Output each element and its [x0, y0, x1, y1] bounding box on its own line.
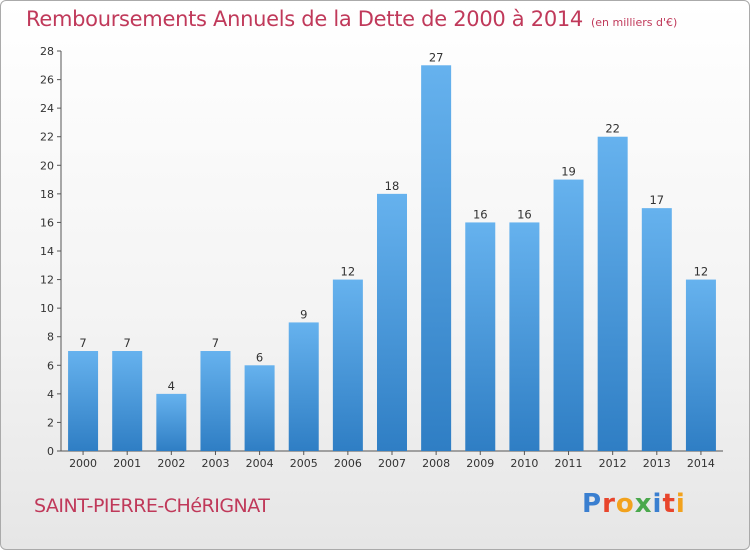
bar-2003 [200, 351, 231, 451]
data-label-2014: 12 [694, 265, 709, 279]
x-tick-label-2006: 2006 [334, 457, 362, 470]
y-tick-label: 16 [40, 216, 54, 229]
data-labels: 7 7 4 7 6 9 12 18 27 16 16 19 22 17 12 [79, 50, 708, 393]
y-tick-label: 6 [47, 359, 54, 372]
y-tick-label: 28 [40, 45, 54, 58]
bar-2004 [244, 365, 275, 451]
y-tick-label: 0 [47, 445, 54, 458]
y-tick-label: 18 [40, 188, 54, 201]
x-tick-label-2003: 2003 [201, 457, 229, 470]
logo-letter: i [652, 489, 663, 519]
data-label-2003: 7 [212, 336, 219, 350]
bar-2009 [465, 222, 496, 451]
bar-2000 [68, 351, 99, 451]
y-tick-label: 26 [40, 74, 54, 87]
x-tick-label-2012: 2012 [599, 457, 627, 470]
bar-2002 [156, 393, 187, 451]
x-tick-label-2004: 2004 [246, 457, 274, 470]
data-label-2005: 9 [300, 307, 307, 321]
y-tick-label: 14 [40, 245, 54, 258]
chart-subtitle: (en milliers d'€) [591, 16, 678, 29]
logo-letter: t [662, 489, 676, 519]
bar-2006 [332, 279, 363, 451]
bar-2013 [641, 208, 672, 451]
data-label-2009: 16 [473, 207, 488, 221]
logo-letter: i [675, 489, 686, 519]
data-label-2007: 18 [385, 179, 400, 193]
y-tick-label: 20 [40, 159, 54, 172]
logo-letter: x [634, 489, 653, 519]
x-tick-label-2002: 2002 [157, 457, 185, 470]
bar-2008 [421, 65, 452, 452]
y-tick-label: 4 [47, 388, 54, 401]
bar-2012 [597, 136, 628, 451]
x-tick-label-2001: 2001 [113, 457, 141, 470]
bar-2005 [288, 322, 319, 451]
y-tick-label: 12 [40, 274, 54, 287]
x-tick-label-2011: 2011 [555, 457, 583, 470]
logo-letter: P [582, 489, 603, 519]
y-tick-label: 24 [40, 102, 54, 115]
x-tick-label-2014: 2014 [687, 457, 715, 470]
y-tick-label: 2 [47, 416, 54, 429]
data-label-2012: 22 [605, 122, 620, 136]
y-tick-label: 8 [47, 331, 54, 344]
data-label-2002: 4 [168, 379, 175, 393]
data-label-2008: 27 [429, 50, 444, 64]
data-label-2001: 7 [124, 336, 131, 350]
bar-2007 [377, 193, 407, 451]
data-label-2013: 17 [649, 193, 664, 207]
data-label-2006: 12 [341, 265, 356, 279]
bar-2001 [112, 351, 143, 451]
data-label-2010: 16 [517, 207, 532, 221]
x-tick-label-2005: 2005 [290, 457, 318, 470]
chart-title: Remboursements Annuels de la Dette de 20… [26, 7, 583, 31]
x-tick-label-2009: 2009 [466, 457, 494, 470]
data-label-2000: 7 [79, 336, 86, 350]
x-tick-label-2000: 2000 [69, 457, 97, 470]
y-tick-label: 10 [40, 302, 54, 315]
data-label-2004: 6 [256, 350, 263, 364]
x-tick-label-2010: 2010 [510, 457, 538, 470]
logo-letter: o [615, 489, 635, 519]
title-block: Remboursements Annuels de la Dette de 20… [26, 7, 677, 31]
bar-2010 [509, 222, 540, 451]
data-label-2011: 19 [561, 165, 576, 179]
bars [68, 65, 716, 452]
y-tick-label: 22 [40, 131, 54, 144]
x-tick-label-2013: 2013 [643, 457, 671, 470]
commune-name: SAINT-PIERRE-CHéRIGNAT [34, 495, 270, 517]
proxiti-logo: Proxiti [582, 489, 686, 519]
logo-letter: r [602, 489, 616, 519]
x-tick-label-2008: 2008 [422, 457, 450, 470]
bar-2014 [685, 279, 716, 451]
x-tick-label-2007: 2007 [378, 457, 406, 470]
bar-2011 [553, 179, 584, 452]
